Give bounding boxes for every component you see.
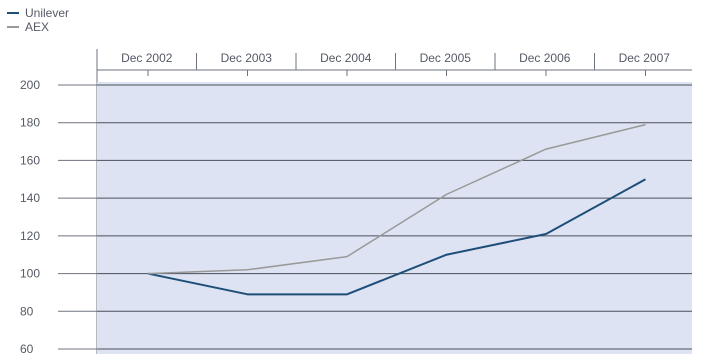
y-tick-label: 160: [20, 153, 40, 167]
y-tick-label: 80: [20, 304, 34, 318]
y-tick-label: 100: [20, 267, 40, 281]
x-tick-label: Dec 2005: [420, 51, 472, 65]
y-tick-label: 200: [20, 78, 40, 92]
series-lines: [147, 123, 646, 296]
y-axis: 60 80 100 120 140 160 180 200: [20, 78, 97, 354]
gridlines: [97, 84, 692, 350]
series-line: [147, 178, 646, 296]
y-tick-label: 140: [20, 191, 40, 205]
x-tick-label: Dec 2004: [320, 51, 372, 65]
x-tick-label: Dec 2003: [221, 51, 273, 65]
y-tick-label: 120: [20, 229, 40, 243]
legend-label: AEX: [25, 20, 49, 34]
plot-area: [97, 82, 692, 354]
series-line: [147, 123, 646, 275]
y-tick-label: 60: [20, 342, 34, 354]
y-tick-label: 180: [20, 116, 40, 130]
x-tick-label: Dec 2002: [121, 51, 173, 65]
x-axis: Dec 2002 Dec 2003 Dec 2004 Dec 2005 Dec 2006…: [96, 49, 692, 354]
x-tick-label: Dec 2006: [519, 51, 571, 65]
legend-label: Unilever: [25, 6, 69, 20]
x-tick-label: Dec 2007: [619, 51, 671, 65]
